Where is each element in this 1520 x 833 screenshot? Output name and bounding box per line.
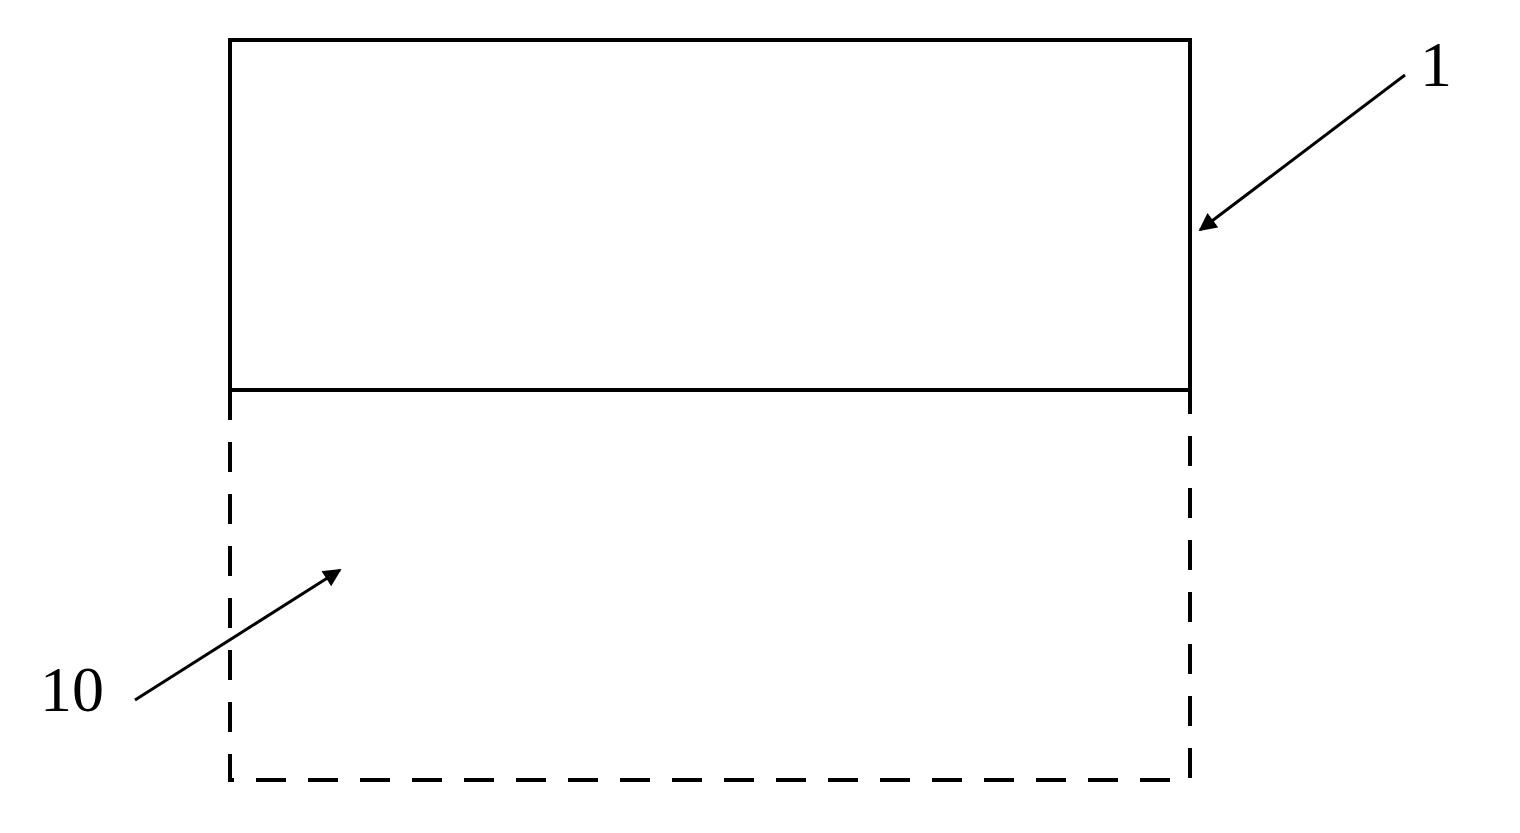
dashed-lower-box: [230, 390, 1190, 780]
arrow-10: [135, 570, 340, 700]
label-10: 10: [40, 654, 104, 725]
solid-upper-box: [230, 40, 1190, 390]
diagram-svg: 1 10: [0, 0, 1520, 828]
label-1: 1: [1420, 29, 1452, 100]
technical-diagram: 1 10: [0, 0, 1520, 828]
arrow-1: [1200, 75, 1405, 230]
